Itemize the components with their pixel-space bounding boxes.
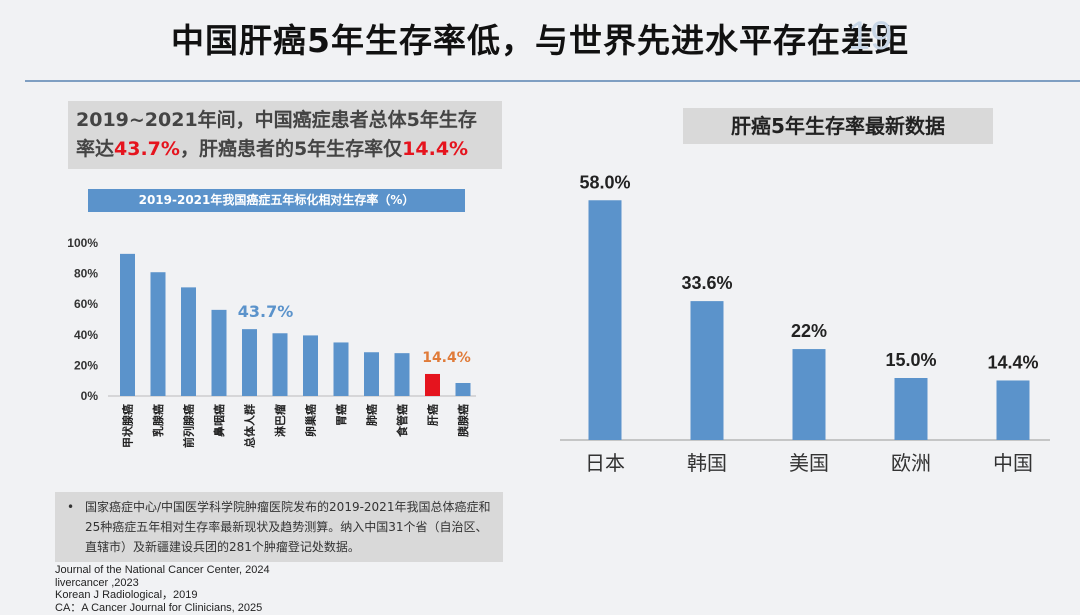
x-tick-label: 欧洲 xyxy=(891,451,931,475)
bar-11 xyxy=(455,382,471,396)
data-label-3: 15.0% xyxy=(885,350,936,370)
y-tick-label: 40% xyxy=(74,328,98,342)
reference-item: Korean J Radiological，2019 xyxy=(55,589,198,601)
y-tick-label: 80% xyxy=(74,267,98,281)
right-chart-title: 肝癌5年生存率最新数据 xyxy=(683,108,993,144)
bar-4 xyxy=(996,380,1030,440)
bar-10 xyxy=(425,373,440,396)
overall-rate-value: 43.7% xyxy=(114,138,180,160)
data-label-2: 22% xyxy=(791,321,827,341)
x-tick-label: 胰腺癌 xyxy=(456,404,470,438)
liver-rate-value: 14.4% xyxy=(402,138,469,160)
x-tick-label: 前列腺癌 xyxy=(182,404,196,448)
summary-line-1: 2019~2021年间，中国癌症患者总体5年生存 xyxy=(76,109,477,131)
y-tick-label: 60% xyxy=(74,297,98,311)
summary-text-a: 率达 xyxy=(76,138,115,160)
data-label-10: 14.4% xyxy=(422,350,471,366)
x-tick-label: 中国 xyxy=(993,451,1033,475)
x-tick-label: 韩国 xyxy=(687,451,727,475)
x-tick-label: 日本 xyxy=(585,451,625,475)
summary-text-b: ，肝癌患者的5年生存率仅 xyxy=(179,138,403,160)
x-tick-label: 甲状腺癌 xyxy=(121,404,135,448)
bar-3 xyxy=(894,378,928,440)
references: Journal of the National Cancer Center, 2… xyxy=(55,564,355,614)
bar-8 xyxy=(364,352,379,396)
reference-item: livercancer ,2023 xyxy=(55,576,139,589)
y-tick-label: 20% xyxy=(74,358,98,372)
bar-2 xyxy=(181,287,196,396)
bar-1 xyxy=(690,301,724,440)
x-tick-label: 鼻咽癌 xyxy=(212,404,226,437)
bar-3 xyxy=(211,309,227,396)
data-label-4: 43.7% xyxy=(238,302,294,321)
x-tick-label: 胃癌 xyxy=(334,404,348,426)
summary-box: 2019~2021年间，中国癌症患者总体5年生存 率达43.7%，肝癌患者的5年… xyxy=(68,101,502,169)
y-tick-label: 100% xyxy=(67,236,98,250)
bar-9 xyxy=(394,353,410,396)
bar-1 xyxy=(150,272,166,396)
bar-2 xyxy=(792,349,826,440)
x-tick-label: 肺癌 xyxy=(365,404,379,426)
bar-0 xyxy=(588,200,622,440)
x-tick-label: 美国 xyxy=(789,451,829,475)
reference-item: Journal of the National Cancer Center, 2… xyxy=(55,564,270,576)
bar-7 xyxy=(333,342,349,396)
x-tick-label: 肝癌 xyxy=(426,404,440,426)
source-note: • 国家癌症中心/中国医学科学院肿瘤医院发布的2019-2021年我国总体癌症和… xyxy=(55,492,503,562)
bar-5 xyxy=(272,333,288,396)
bar-4 xyxy=(242,329,257,396)
data-label-4: 14.4% xyxy=(987,352,1038,372)
x-tick-label: 乳腺癌 xyxy=(151,404,165,437)
title-divider xyxy=(25,80,1080,82)
bar-6 xyxy=(303,335,318,396)
bar-0 xyxy=(120,253,135,396)
x-tick-label: 淋巴瘤 xyxy=(273,404,287,437)
data-label-0: 58.0% xyxy=(579,172,630,192)
watermark: 19 xyxy=(848,14,893,58)
x-tick-label: 卵巢癌 xyxy=(304,404,318,437)
x-tick-label: 食管癌 xyxy=(395,404,409,437)
x-tick-label: 总体人群 xyxy=(243,404,257,448)
liver-cancer-survival-chart: 58.0% 日本 33.6% 韩国 22% 美国 15.0% 欧洲 14.4% 中国 xyxy=(560,172,1050,475)
y-tick-label: 0% xyxy=(81,389,99,403)
cancer-survival-bar-chart: 0% 20% 40% 60% 80% 100% 甲状腺癌 乳腺癌 前列腺癌 鼻咽癌 总体人群 淋巴瘤 卵… xyxy=(67,236,476,448)
reference-item: CA：A Cancer Journal for Clinicians, 2025 xyxy=(55,601,263,614)
data-label-1: 33.6% xyxy=(681,273,732,293)
page-title: 中国肝癌5年生存率低，与世界先进水平存在差距 xyxy=(171,21,909,60)
note-text: 国家癌症中心/中国医学科学院肿瘤医院发布的2019-2021年我国总体癌症和25… xyxy=(85,500,491,554)
summary-line-2: 率达43.7%，肝癌患者的5年生存率仅14.4% xyxy=(76,135,494,164)
left-chart-title: 2019-2021年我国癌症五年标化相对生存率（%） xyxy=(88,189,465,212)
note-bullet: • xyxy=(67,500,75,514)
